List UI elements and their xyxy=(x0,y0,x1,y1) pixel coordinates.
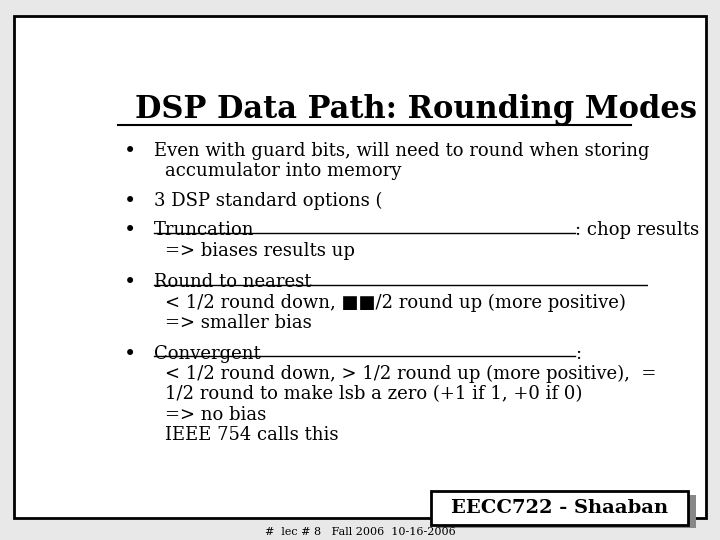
Text: 1/2 round to make lsb a zero (+1 if 1, +0 if 0): 1/2 round to make lsb a zero (+1 if 1, +… xyxy=(166,386,582,403)
Text: DSP Data Path: Rounding Modes: DSP Data Path: Rounding Modes xyxy=(135,94,697,125)
Text: => no bias: => no bias xyxy=(166,406,266,424)
Text: < 1/2 round down, > 1/2 round up (more positive),  =: < 1/2 round down, > 1/2 round up (more p… xyxy=(166,365,657,383)
Text: Truncation: Truncation xyxy=(154,221,255,239)
Text: •: • xyxy=(124,221,136,240)
Text: accumulator into memory: accumulator into memory xyxy=(166,162,402,180)
Text: •: • xyxy=(124,273,136,292)
Text: 3 DSP standard options (: 3 DSP standard options ( xyxy=(154,192,382,210)
Text: => smaller bias: => smaller bias xyxy=(166,314,312,332)
Text: => biases results up: => biases results up xyxy=(166,242,355,260)
Text: IEEE 754 calls this: IEEE 754 calls this xyxy=(166,426,345,444)
Text: < 1/2 round down, ■■/2 round up (more positive): < 1/2 round down, ■■/2 round up (more po… xyxy=(166,293,626,312)
Text: Convergent: Convergent xyxy=(154,345,261,363)
Text: EECC722 - Shaaban: EECC722 - Shaaban xyxy=(451,499,668,517)
Text: : chop results: : chop results xyxy=(575,221,699,239)
Text: Round to nearest: Round to nearest xyxy=(154,273,312,291)
Text: :: : xyxy=(575,345,581,363)
Text: •: • xyxy=(124,345,136,364)
Text: #  lec # 8   Fall 2006  10-16-2006: # lec # 8 Fall 2006 10-16-2006 xyxy=(265,527,455,537)
Text: •: • xyxy=(124,192,136,211)
Text: •: • xyxy=(124,141,136,161)
Text: Even with guard bits, will need to round when storing: Even with guard bits, will need to round… xyxy=(154,141,649,160)
